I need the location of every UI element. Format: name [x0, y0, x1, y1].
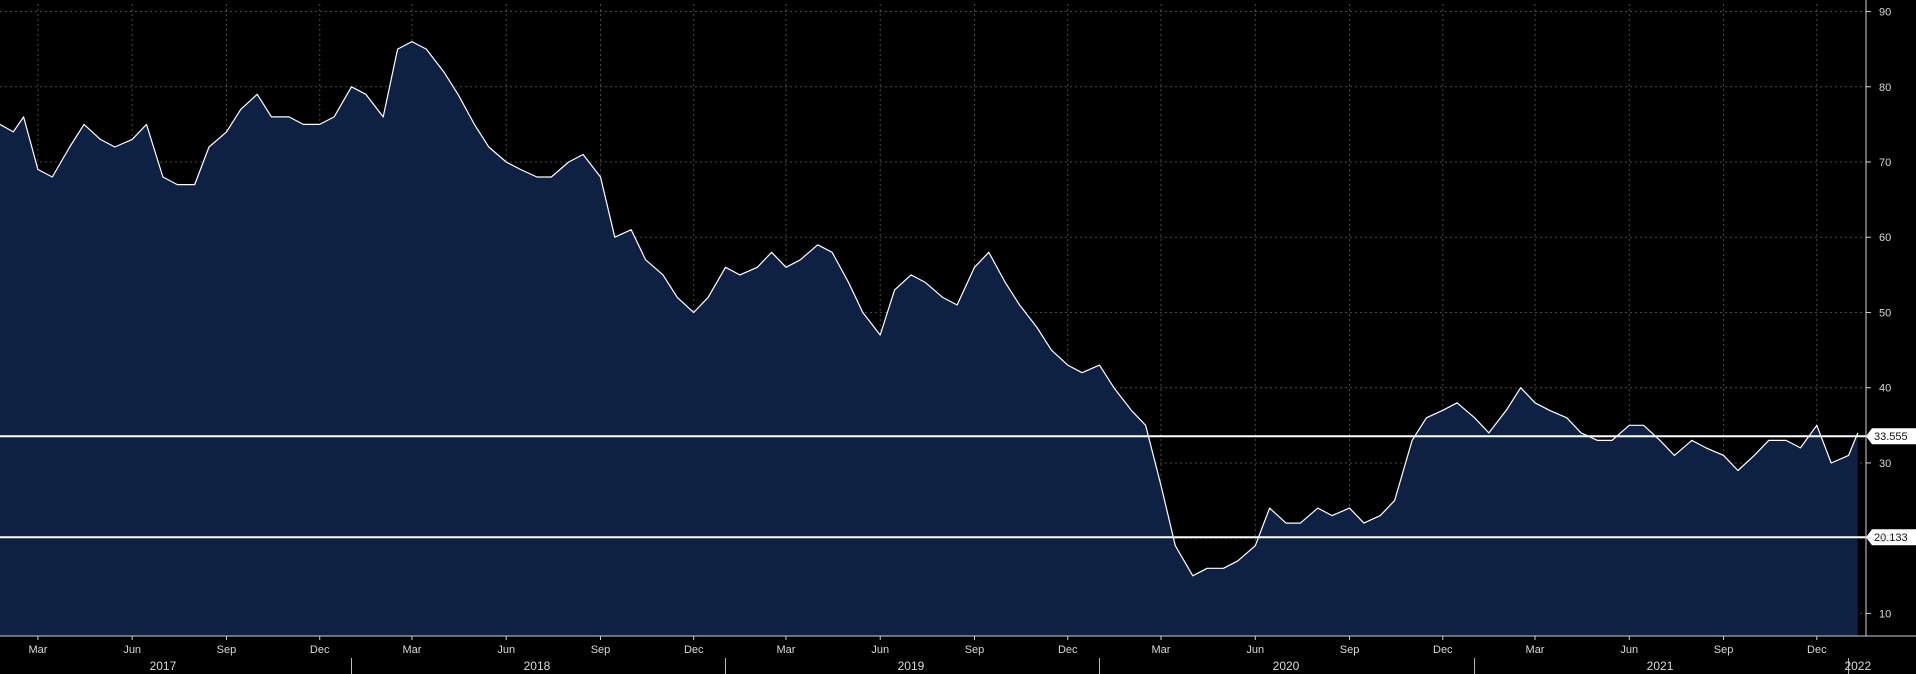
y-tick-label: 20	[1879, 533, 1891, 545]
x-tick-label: Dec	[1058, 644, 1078, 656]
level-layer: 33.555 20.133	[0, 428, 1916, 546]
x-tick-label: Dec	[684, 644, 704, 656]
x-tick-label: Dec	[310, 644, 330, 656]
x-tick-label: Mar	[1152, 644, 1171, 656]
x-year-label: 2017	[150, 659, 177, 673]
x-tick-label: Mar	[776, 644, 795, 656]
x-tick-label: Jun	[1620, 644, 1638, 656]
y-tick-label: 60	[1879, 232, 1891, 244]
x-tick-label: Dec	[1807, 644, 1827, 656]
level-label-box	[1866, 428, 1916, 445]
x-tick-label: Sep	[965, 644, 985, 656]
x-tick-label: Dec	[1433, 644, 1453, 656]
x-tick-label: Jun	[123, 644, 141, 656]
x-year-label: 2022	[1844, 659, 1871, 673]
x-tick-label: Sep	[1340, 644, 1360, 656]
series-line	[0, 41, 1859, 577]
x-tick-label: Jun	[1246, 644, 1264, 656]
y-tick-label: 10	[1879, 608, 1891, 620]
y-tick-label: 30	[1879, 458, 1891, 470]
y-tick-label: 70	[1879, 157, 1891, 169]
y-tick-label: 90	[1879, 7, 1891, 19]
x-tick-label: Sep	[217, 644, 237, 656]
x-tick-label: Mar	[28, 644, 47, 656]
x-year-label: 2020	[1273, 659, 1300, 673]
x-tick-label: Jun	[497, 644, 515, 656]
x-year-label: 2019	[898, 659, 925, 673]
x-tick-label: Mar	[1526, 644, 1545, 656]
x-tick-label: Jun	[871, 644, 889, 656]
y-tick-label: 80	[1879, 82, 1891, 94]
y-tick-label: 50	[1879, 307, 1891, 319]
y-tick-label: 40	[1879, 383, 1891, 395]
level-label: 33.555	[1874, 431, 1908, 443]
x-tick-label: Sep	[591, 644, 611, 656]
level-label-box	[1866, 529, 1916, 546]
x-year-label: 2021	[1647, 659, 1674, 673]
x-tick-label: Sep	[1714, 644, 1734, 656]
area-layer	[0, 41, 1859, 637]
series-area	[0, 41, 1858, 637]
x-tick-label: Mar	[402, 644, 421, 656]
x-year-label: 2018	[524, 659, 551, 673]
level-label: 20.133	[1874, 532, 1908, 544]
